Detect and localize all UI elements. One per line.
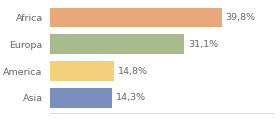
Bar [50, 88, 112, 108]
Text: 39,8%: 39,8% [225, 13, 255, 22]
Text: 31,1%: 31,1% [188, 40, 218, 49]
Bar [50, 8, 222, 27]
Text: 14,8%: 14,8% [118, 67, 148, 76]
Bar [50, 34, 184, 54]
Text: 14,3%: 14,3% [115, 93, 146, 102]
Bar [50, 61, 114, 81]
